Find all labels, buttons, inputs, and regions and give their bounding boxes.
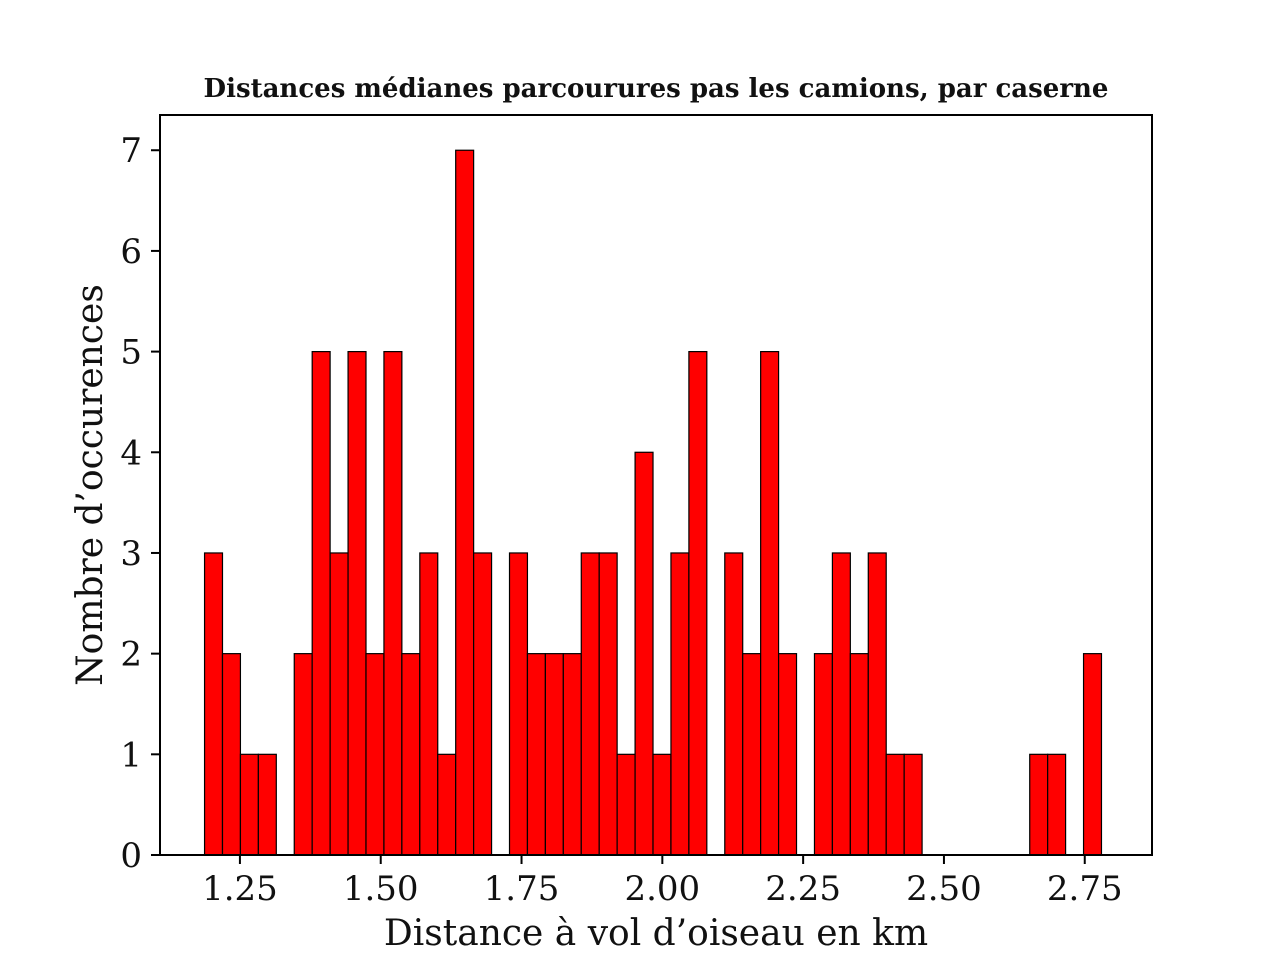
y-tick-label: 5 (120, 333, 142, 373)
histogram-bar (293, 653, 313, 856)
histogram-bar (455, 149, 475, 856)
histogram-bar (203, 552, 224, 856)
y-axis-label: Nombre d’occurences (70, 284, 111, 686)
y-tick-label: 6 (120, 232, 142, 272)
histogram-bar (885, 753, 905, 856)
histogram-bar (652, 753, 672, 856)
histogram-bar (311, 350, 331, 856)
y-tick-label: 1 (120, 735, 142, 775)
histogram-bar (724, 552, 744, 856)
histogram-bar (437, 753, 457, 856)
x-tick-label: 2.75 (1047, 869, 1123, 909)
y-tick-label: 2 (120, 635, 142, 675)
histogram-bar (670, 552, 690, 856)
histogram-bar (508, 552, 529, 856)
histogram-bar (329, 552, 349, 856)
histogram-bar (473, 552, 493, 856)
y-tick-label: 7 (120, 131, 142, 171)
histogram-bar (221, 653, 242, 856)
histogram-bar (598, 552, 618, 856)
y-axis: 0 1 2 3 4 5 6 7 (120, 131, 160, 876)
histogram-bar (257, 753, 277, 856)
histogram-bar (777, 653, 798, 856)
histogram-bar (634, 451, 654, 856)
histogram-bar (365, 653, 385, 856)
x-tick-label: 1.75 (484, 869, 560, 909)
histogram-bar (580, 552, 600, 856)
histogram-bar (688, 350, 708, 856)
histogram-bar (526, 653, 546, 856)
x-tick-label: 2.25 (765, 869, 841, 909)
histogram-bar (1047, 753, 1067, 856)
histogram-bar (813, 653, 834, 856)
histogram-bar (239, 753, 259, 856)
histogram-bar (616, 753, 636, 856)
histogram-bar (544, 653, 564, 856)
histogram-bar (867, 552, 887, 856)
y-tick-label: 0 (120, 836, 142, 876)
histogram-bar (742, 653, 762, 856)
histogram-bar (401, 653, 421, 856)
histogram-bar (760, 350, 780, 856)
histogram-bar (419, 552, 439, 856)
x-tick-label: 2.50 (906, 869, 982, 909)
x-axis-label: Distance à vol d’oiseau en km (384, 913, 928, 954)
histogram-bar (1082, 653, 1103, 856)
bars-group (203, 149, 1103, 856)
x-axis: 1.25 1.50 1.75 2.00 2.25 2.50 2.75 (202, 855, 1123, 909)
y-tick-label: 4 (120, 433, 142, 473)
y-tick-label: 3 (120, 534, 142, 574)
histogram-bar (849, 653, 869, 856)
x-tick-label: 2.00 (624, 869, 700, 909)
histogram-bar (347, 350, 367, 856)
chart-title: Distances médianes parcourures pas les c… (204, 74, 1109, 104)
x-tick-label: 1.25 (202, 869, 278, 909)
histogram-bar (383, 350, 403, 856)
plot-frame (159, 114, 1153, 856)
histogram-bar (562, 653, 582, 856)
histogram-bar (1029, 753, 1049, 856)
histogram-bar (831, 552, 851, 856)
x-tick-label: 1.50 (343, 869, 419, 909)
histogram-bar (903, 753, 923, 856)
